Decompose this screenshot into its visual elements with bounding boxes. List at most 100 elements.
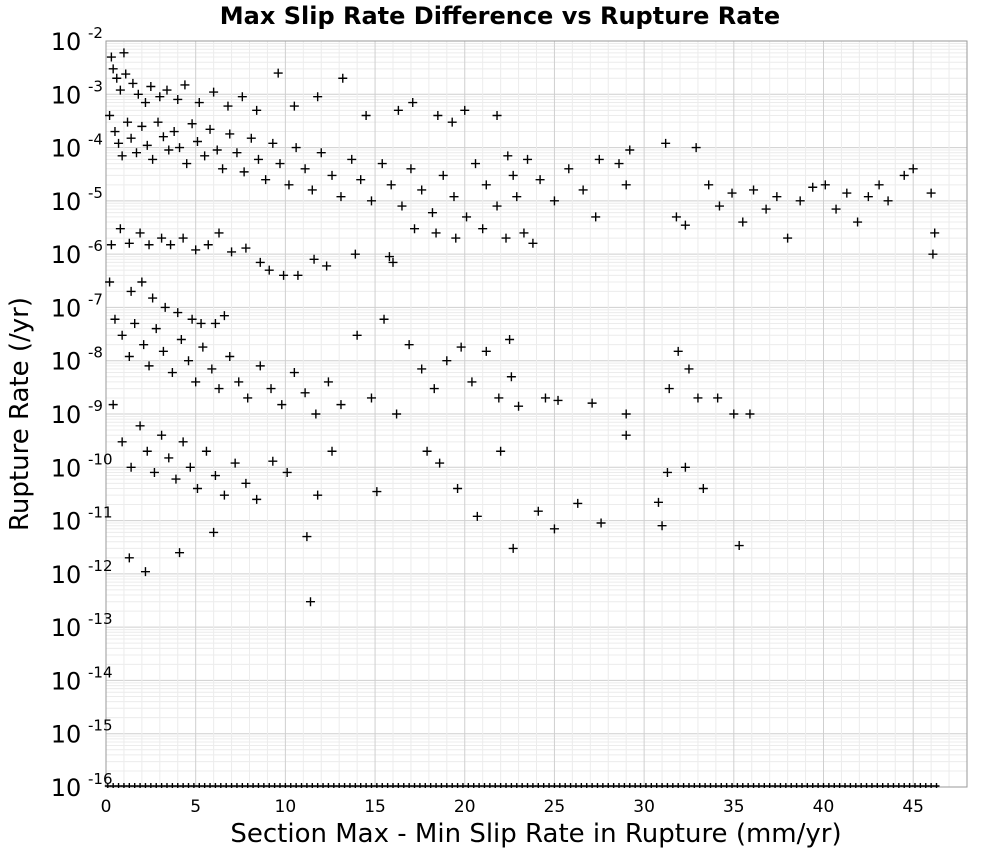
data-point [252,494,262,504]
data-point-floor [928,783,935,788]
data-point [653,497,663,507]
data-point [673,346,683,356]
data-point-floor [120,783,127,788]
y-tick-base: 10 [51,401,82,429]
data-point [506,372,516,382]
data-point-floor [373,783,380,788]
data-point [386,180,396,190]
data-point [714,201,724,211]
data-point [481,346,491,356]
data-point [178,437,188,447]
data-point [135,421,145,431]
data-point [218,164,228,174]
data-point [749,185,759,195]
data-point-floor [368,783,375,788]
data-point [783,233,793,243]
data-point [261,175,271,185]
data-point-floor [433,783,440,788]
x-tick-label: 25 [544,797,566,817]
data-point [621,430,631,440]
x-tick-label: 0 [101,797,112,817]
data-point [392,409,402,419]
data-point-floor [675,783,682,788]
x-tick-label: 15 [364,797,386,817]
data-point-floor [589,783,596,788]
data-point [680,462,690,472]
data-point [379,314,389,324]
data-point-floor [529,783,536,788]
data-point [182,159,192,169]
data-point-floor [513,783,520,788]
data-point-floor [868,783,875,788]
data-point-floor [777,783,784,788]
data-point [745,409,755,419]
data-point-floor [379,783,386,788]
data-point [691,143,701,153]
y-tick-exponent: -9 [88,397,103,415]
data-point-floor [406,783,413,788]
data-point [275,159,285,169]
data-point [214,384,224,394]
data-point [435,458,445,468]
data-point-floor [621,783,628,788]
data-point [255,361,265,371]
data-point [164,145,174,155]
data-point [316,148,326,158]
x-tick-label: 30 [633,797,655,817]
data-point [808,182,818,192]
data-point-floor [809,783,816,788]
data-point-floor [911,783,918,788]
data-point [820,180,830,190]
data-point [169,127,179,137]
data-point [146,81,156,91]
data-point [417,185,427,195]
data-point [305,597,315,607]
data-point [313,92,323,102]
data-point-floor [739,783,746,788]
data-point [108,400,118,410]
data-point [587,398,597,408]
data-point [130,318,140,328]
y-tick-label: 10 -13 [51,610,113,642]
x-tick-label: 35 [723,797,745,817]
data-point [519,228,529,238]
data-point [397,201,407,211]
data-point [863,192,873,202]
data-point [126,462,136,472]
data-point [549,196,559,206]
data-point-floor [653,783,660,788]
data-point-floor [610,783,617,788]
y-tick-base: 10 [51,81,82,109]
data-point [237,92,247,102]
y-tick-label: 10 -5 [51,184,103,216]
chart-title: Max Slip Rate Difference vs Rupture Rate [220,2,780,30]
data-point [535,175,545,185]
data-point [438,170,448,180]
y-tick-base: 10 [51,508,82,536]
data-point [128,78,138,88]
y-tick-exponent: -11 [88,504,113,522]
data-point-floor [599,783,606,788]
data-point [108,64,118,74]
y-tick-exponent: -15 [88,717,113,735]
data-point [268,138,278,148]
data-point [478,224,488,234]
data-point [167,368,177,378]
data-point [124,238,134,248]
y-tick-base: 10 [51,294,82,322]
data-point-floor [497,783,504,788]
data-point-floor [212,783,219,788]
data-point [311,409,321,419]
data-point-floor [298,783,305,788]
y-tick-base: 10 [51,348,82,376]
data-point-floor [551,783,558,788]
data-point [323,377,333,387]
data-point-floor [153,783,160,788]
data-point-floor [411,783,418,788]
y-tick-base: 10 [51,614,82,642]
data-point [553,395,563,405]
data-point [105,277,115,287]
data-point [252,105,262,115]
y-tick-exponent: -7 [88,290,103,308]
data-point [734,541,744,551]
